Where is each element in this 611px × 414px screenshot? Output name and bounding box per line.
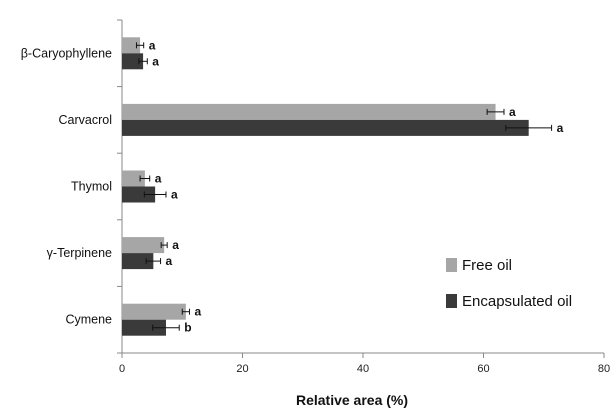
legend-swatch — [446, 294, 457, 308]
significance-label: b — [184, 321, 191, 335]
x-tick-label: 60 — [477, 363, 489, 375]
bar — [122, 103, 496, 120]
chart-labels: 0 20 40 60 80 β-Caryophyllene Carvacrol Thymol γ… — [21, 38, 610, 375]
bar — [122, 237, 165, 254]
significance-label: a — [171, 188, 178, 202]
bar — [122, 319, 166, 336]
bar — [122, 186, 156, 203]
significance-label: a — [172, 238, 179, 252]
significance-label: a — [152, 54, 159, 68]
x-tick-label: 40 — [357, 363, 369, 375]
significance-label: a — [149, 38, 156, 52]
bar — [122, 253, 154, 270]
chart-bars — [122, 37, 553, 336]
bar — [122, 53, 144, 70]
category-label: Thymol — [71, 180, 112, 194]
chart-legend: Free oil Encapsulated oil — [446, 257, 572, 310]
significance-label: a — [557, 121, 564, 135]
bar — [122, 119, 529, 136]
significance-label: a — [509, 105, 516, 119]
category-label: Carvacrol — [59, 113, 113, 127]
significance-label: a — [155, 172, 162, 186]
category-label: γ-Terpinene — [47, 246, 112, 260]
x-tick-label: 20 — [236, 363, 248, 375]
legend-label: Encapsulated oil — [462, 293, 572, 310]
x-tick-label: 0 — [119, 363, 125, 375]
legend-label: Free oil — [462, 257, 512, 274]
x-tick-label: 80 — [598, 363, 610, 375]
significance-label: a — [194, 305, 201, 319]
legend-swatch — [446, 258, 457, 272]
bar — [122, 303, 186, 320]
x-axis-title: Relative area (%) — [296, 392, 408, 408]
significance-label: a — [166, 254, 173, 268]
category-label: β-Caryophyllene — [21, 46, 112, 60]
category-label: Cymene — [65, 313, 112, 327]
bar — [122, 37, 141, 54]
bar — [122, 170, 145, 187]
